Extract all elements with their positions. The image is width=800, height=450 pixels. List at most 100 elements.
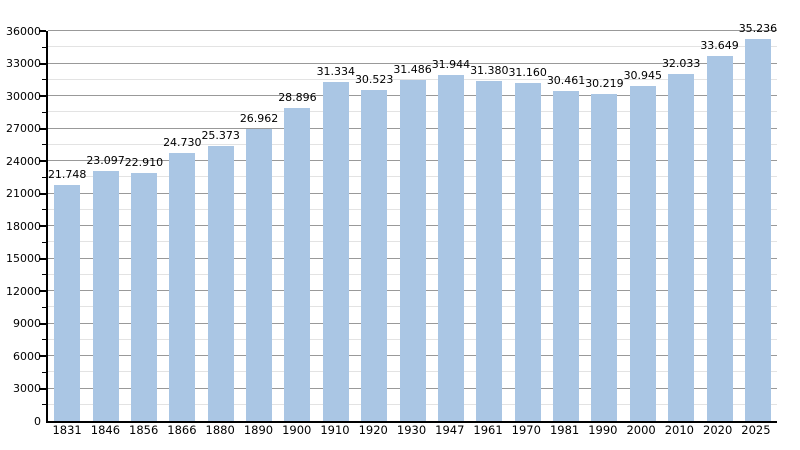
y-major-tick (39, 30, 46, 32)
bar-value-label: 30.945 (623, 68, 663, 82)
bar-slot: 21.748 (48, 31, 86, 421)
bar-value-label: 31.380 (470, 64, 509, 78)
y-minor-tick (42, 144, 46, 146)
x-tick-label: 1856 (129, 423, 159, 437)
y-minor-tick (42, 306, 46, 308)
y-minor-tick (42, 241, 46, 243)
bar-slot: 24.730 (163, 31, 202, 421)
y-minor-tick (42, 209, 46, 211)
bar-1961 (476, 81, 503, 421)
x-tick-label: 1890 (243, 423, 274, 437)
y-major-tick (39, 257, 46, 260)
bar-value-label: 31.160 (508, 66, 547, 80)
bar-slot: 25.373 (201, 31, 240, 421)
bar-slot: 22.910 (125, 31, 163, 421)
bar-value-label: 31.334 (316, 64, 356, 78)
bar-value-label: 25.373 (201, 129, 240, 143)
y-major-tick (39, 322, 46, 325)
x-tick-label: 1930 (396, 423, 427, 437)
x-tick-label: 1990 (588, 423, 618, 437)
bar-slot: 31.944 (432, 31, 470, 421)
x-tick-label: 1920 (358, 423, 388, 437)
y-major-tick (39, 225, 46, 227)
y-minor-tick (42, 79, 46, 81)
bar-slot: 35.236 (739, 22, 777, 421)
y-tick-label: 15000 (6, 252, 41, 265)
y-minor-tick (42, 46, 46, 48)
major-gridline (48, 30, 777, 31)
bar-slot: 30.461 (547, 31, 585, 421)
y-tick-label: 3000 (13, 382, 41, 395)
x-axis-labels: 1831 1846 1856 1866 1880 1890 1900 1910 1920 1930… (48, 424, 775, 437)
bar-slot: 28.896 (278, 31, 317, 421)
bar-value-label: 33.649 (700, 39, 739, 53)
bar-slot: 30.219 (585, 31, 624, 421)
bar-value-label: 30.219 (585, 76, 624, 90)
bar-slot: 30.945 (624, 31, 662, 421)
y-major-tick (39, 95, 46, 97)
bar-1890 (246, 128, 273, 421)
bar-value-label: 30.461 (546, 74, 586, 88)
bar-slot: 23.097 (86, 31, 125, 421)
y-minor-tick (42, 176, 46, 178)
plot-area: 21.748 23.097 22.910 24.730 25.373 26.962 28.8… (46, 22, 777, 423)
bar-value-label: 24.730 (163, 136, 202, 150)
y-minor-tick (42, 371, 46, 373)
bar-1900 (284, 107, 311, 421)
bar-1970 (514, 83, 541, 421)
y-tick-label: 0 (34, 414, 41, 428)
bar-slot: 31.486 (393, 31, 432, 421)
bar-slot: 26.962 (240, 31, 278, 421)
x-tick-label: 1866 (167, 423, 197, 437)
y-minor-tick (42, 274, 46, 276)
y-tick-label: 33000 (6, 57, 41, 70)
y-minor-tick (42, 404, 46, 406)
bar-1920 (361, 90, 388, 421)
x-tick-label: 1970 (511, 423, 541, 437)
bar-value-label: 23.097 (86, 153, 125, 167)
bar-slot: 30.523 (355, 31, 393, 421)
bar-value-label: 31.486 (393, 62, 432, 76)
y-tick-label: 6000 (13, 349, 41, 363)
bar-2025 (744, 39, 771, 421)
bar-1846 (92, 170, 119, 421)
bar-1910 (322, 81, 349, 421)
y-major-tick (39, 192, 46, 195)
x-tick-label: 1846 (90, 423, 121, 437)
bar-value-label: 31.944 (431, 57, 471, 71)
y-tick-label: 27000 (6, 122, 41, 135)
y-major-tick (39, 62, 46, 65)
y-minor-tick (42, 111, 46, 113)
x-tick-label: 1900 (282, 423, 312, 437)
bar-value-label: 26.962 (239, 111, 279, 125)
bar-1866 (169, 153, 196, 421)
y-tick-label: 30000 (6, 89, 41, 103)
bar-1981 (553, 91, 580, 421)
x-tick-label: 2025 (741, 423, 771, 437)
minor-gridline (48, 78, 777, 80)
y-tick-label: 9000 (13, 317, 41, 330)
bar-1831 (54, 185, 81, 421)
bar-2020 (706, 56, 733, 421)
y-major-tick (39, 355, 46, 357)
y-major-tick (39, 387, 46, 390)
x-tick-label: 1947 (435, 423, 465, 437)
bar-value-label: 22.910 (124, 155, 164, 169)
bar-value-label: 21.748 (47, 168, 87, 182)
y-major-tick (39, 160, 46, 162)
x-tick-label: 2000 (626, 423, 656, 437)
bar-slot: 32.033 (662, 31, 700, 421)
bar-2010 (668, 73, 695, 421)
major-gridline (48, 62, 777, 64)
bar-1990 (591, 93, 618, 421)
bar-value-label: 35.236 (738, 22, 778, 36)
bar-1930 (399, 79, 426, 421)
y-major-tick (39, 127, 46, 130)
bar-slot: 31.160 (508, 31, 547, 421)
bar-slot: 31.380 (470, 31, 509, 421)
y-tick-label: 21000 (6, 187, 41, 200)
bar-1880 (207, 146, 234, 421)
bar-slot: 31.334 (317, 31, 355, 421)
bar-value-label: 28.896 (278, 90, 317, 104)
